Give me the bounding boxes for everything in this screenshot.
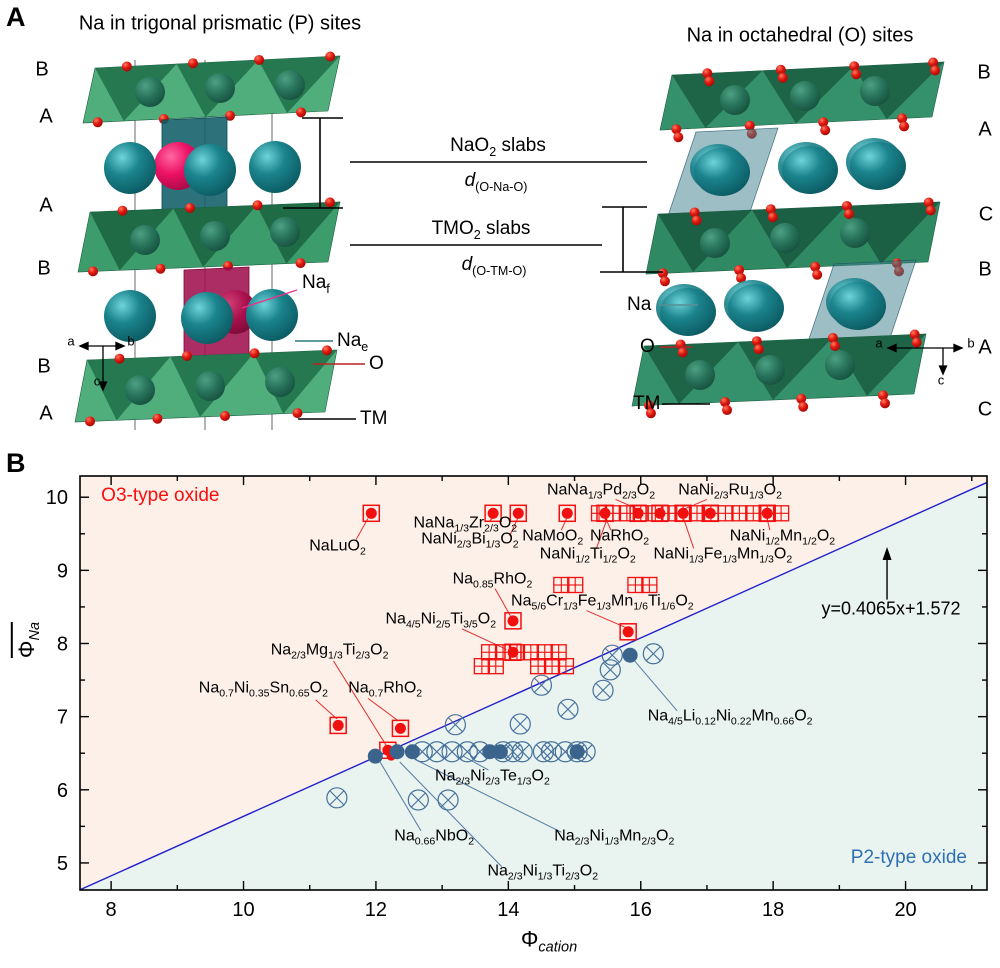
formula-annotation: NaNi1/2Mn1/2O2 bbox=[729, 527, 836, 548]
nao2-slabs-label: NaO2 slabs bbox=[450, 135, 546, 159]
formula-annotation: Na4/5Ni2/5Ti3/5O2 bbox=[385, 610, 497, 631]
layer-label: B bbox=[35, 58, 49, 81]
layer-label: B bbox=[37, 257, 51, 280]
tm-label-right: TM bbox=[633, 393, 661, 414]
d-o-na-o-label: d(O-Na-O) bbox=[464, 170, 528, 194]
svg-text:5: 5 bbox=[57, 853, 68, 875]
chart-leader-lines bbox=[315, 498, 771, 867]
layer-label: B bbox=[977, 61, 991, 84]
d-o-tm-o-label: d(O-TM-O) bbox=[461, 254, 527, 278]
boundary-equation-label: y=0.4065x+1.572 bbox=[821, 598, 961, 619]
na-e-label: Nae bbox=[337, 330, 369, 354]
chart-frame-and-ticks: 8 10 12 14 16 18 20 5 6 7 8 9 10 bbox=[46, 475, 988, 921]
formula-annotation: NaNa1/3Zr2/3O2 bbox=[413, 514, 518, 535]
formula-annotation: Na2/3Ni1/3Ti2/3O2 bbox=[487, 862, 599, 883]
na-label-right: Na bbox=[627, 294, 652, 315]
formula-annotation: Na2/3Ni2/3Te1/3O2 bbox=[435, 767, 550, 788]
layer-label: A bbox=[39, 105, 53, 128]
layer-label: B bbox=[978, 258, 992, 281]
axis-c-left: c bbox=[93, 373, 101, 389]
formula-annotation: Na2/3Mg1/3Ti2/3O2 bbox=[270, 641, 389, 662]
formula-annotation: Na0.85RhO2 bbox=[452, 569, 533, 591]
o3-region-label: O3-type oxide bbox=[101, 485, 220, 507]
chart-markers bbox=[326, 504, 790, 811]
formula-annotation: Na0.7Ni0.35Sn0.65O2 bbox=[198, 679, 328, 700]
formula-annotation: NaNi1/3Fe1/3Mn1/3O2 bbox=[653, 545, 793, 567]
o-label-right: O bbox=[640, 336, 655, 357]
svg-text:18: 18 bbox=[762, 899, 784, 921]
chart-region-fills bbox=[79, 476, 988, 891]
layer-label: C bbox=[978, 203, 994, 226]
layer-label: C bbox=[977, 398, 993, 421]
axis-c-right: c bbox=[937, 372, 945, 388]
svg-text:14: 14 bbox=[497, 899, 519, 921]
formula-annotation: Na2/3Ni1/3Mn2/3O2 bbox=[554, 827, 675, 848]
formula-annotation: NaNa1/3Pd2/3O2 bbox=[546, 481, 656, 502]
o3-structure-title: Na in octahedral (O) sites bbox=[686, 24, 914, 47]
o3-structure-drawing bbox=[631, 57, 945, 419]
axis-b-left: b bbox=[127, 333, 135, 349]
layer-label: A bbox=[39, 402, 53, 425]
equation-arrow bbox=[882, 546, 892, 600]
p2-structure-drawing bbox=[74, 51, 341, 430]
formula-annotation: NaLuO2 bbox=[309, 537, 366, 558]
svg-text:20: 20 bbox=[894, 899, 916, 921]
svg-text:10: 10 bbox=[232, 899, 254, 921]
formula-annotation: NaNi1/2Ti1/2O2 bbox=[539, 545, 636, 567]
o-label-left: O bbox=[369, 353, 384, 374]
nao2-slab-bracket bbox=[283, 117, 343, 209]
svg-text:7: 7 bbox=[57, 707, 68, 729]
tm-label-left: TM bbox=[360, 408, 388, 429]
formula-annotation: Na5/6Cr1/3Fe1/3Mn1/6Ti1/6O2 bbox=[511, 591, 694, 613]
x-axis-label: Φcation bbox=[520, 926, 578, 956]
svg-text:12: 12 bbox=[365, 899, 387, 921]
y-axis-label: ΦNa bbox=[10, 621, 44, 659]
formula-annotation: NaNi2/3Ru1/3O2 bbox=[678, 481, 782, 502]
layer-label: A bbox=[978, 336, 992, 359]
layer-label: B bbox=[37, 355, 51, 378]
svg-text:16: 16 bbox=[630, 899, 652, 921]
p2-region-label: P2-type oxide bbox=[850, 846, 967, 868]
crystal-axes bbox=[78, 341, 964, 392]
layer-label: A bbox=[39, 194, 53, 217]
formula-annotation: Na0.7RhO2 bbox=[348, 679, 423, 700]
panel-a-letter: A bbox=[6, 2, 26, 32]
formula-annotation: NaRhO2 bbox=[589, 527, 650, 548]
svg-text:8: 8 bbox=[57, 634, 68, 656]
svg-text:8: 8 bbox=[106, 899, 117, 921]
tmo2-slab-bracket bbox=[600, 206, 663, 273]
tmo2-slabs-label: TMO2 slabs bbox=[431, 218, 531, 242]
svg-text:10: 10 bbox=[46, 487, 68, 509]
layer-label: A bbox=[978, 118, 992, 141]
svg-text:6: 6 bbox=[57, 780, 68, 802]
panel-b-letter: B bbox=[6, 448, 26, 478]
formula-annotation: NaMoO2 bbox=[522, 527, 584, 548]
p2-structure-title: Na in trigonal prismatic (P) sites bbox=[78, 12, 362, 35]
formula-annotation: NaNi2/3Bi1/3O2 bbox=[421, 530, 519, 551]
formula-annotation: Na4/5Li0.12Ni0.22Mn0.66O2 bbox=[647, 707, 813, 728]
axis-b-right: b bbox=[967, 335, 975, 351]
axis-a-left: a bbox=[67, 333, 75, 349]
axis-a-right: a bbox=[875, 335, 883, 351]
na-f-label: Naf bbox=[302, 272, 330, 296]
formula-annotation: Na0.66NbO2 bbox=[394, 827, 475, 848]
atom-label-leaders bbox=[241, 289, 710, 420]
svg-text:9: 9 bbox=[57, 560, 68, 582]
